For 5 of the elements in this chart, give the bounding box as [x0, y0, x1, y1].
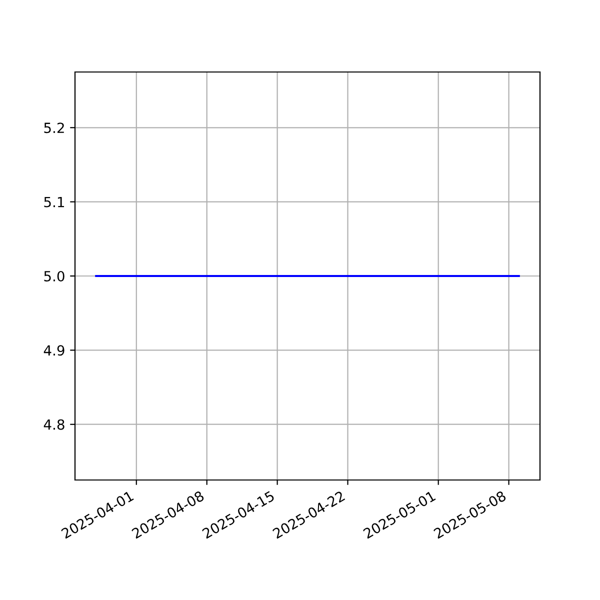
- y-tick-label: 4.8: [44, 419, 64, 430]
- y-tick-label: 5.0: [44, 270, 64, 282]
- y-tick-label: 5.1: [44, 196, 64, 208]
- y-tick-label: 4.9: [44, 345, 64, 356]
- y-tick-label: 5.2: [44, 122, 64, 134]
